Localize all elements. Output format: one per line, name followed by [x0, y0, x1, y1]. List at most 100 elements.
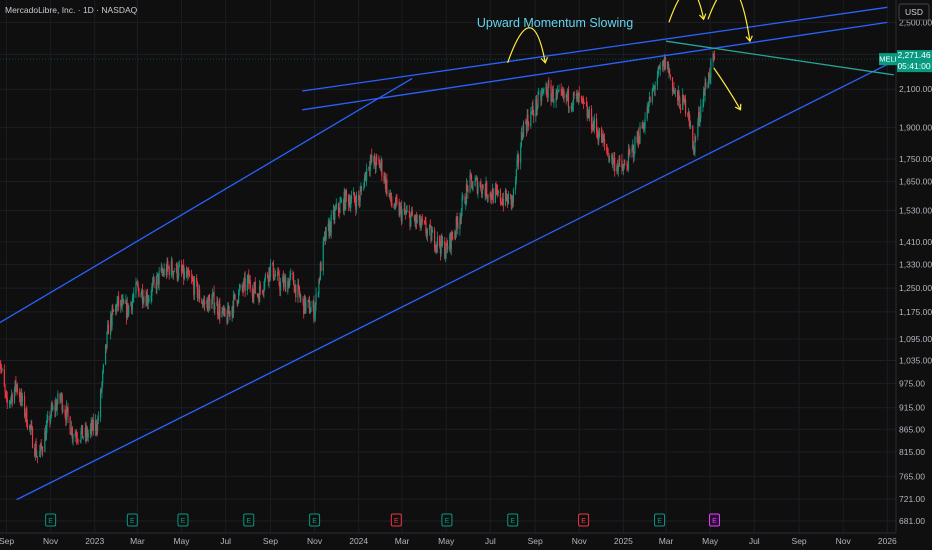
price-tick-label: 2,100.00: [899, 84, 932, 94]
candle-body: [598, 128, 601, 138]
candle-body: [223, 308, 225, 313]
candle-body: [204, 301, 206, 305]
candle-body: [633, 153, 635, 157]
candle-body: [439, 236, 441, 247]
candle-body: [603, 139, 605, 141]
candle-body: [423, 221, 426, 222]
time-axis[interactable]: [0, 533, 932, 550]
candle-body: [41, 447, 43, 452]
candle-body: [687, 113, 689, 115]
candle-body: [494, 188, 496, 203]
candle-body: [234, 294, 236, 300]
time-tick-label: Nov: [43, 536, 59, 546]
candle-body: [577, 93, 579, 102]
annotation-text: Upward Momentum Slowing: [477, 16, 633, 30]
candle-body: [343, 191, 345, 212]
candle-body: [470, 175, 473, 182]
candle-body: [506, 196, 508, 200]
candle-body: [293, 274, 295, 285]
candle-body: [607, 153, 609, 154]
candle-body: [91, 422, 93, 431]
candle-body: [421, 218, 423, 225]
candle-body: [527, 114, 529, 123]
earnings-marker: [507, 513, 519, 527]
earnings-marker: [390, 513, 402, 527]
candle-body: [622, 168, 624, 171]
candle-body: [393, 204, 395, 209]
candle-body: [25, 408, 27, 417]
candle-body: [568, 106, 570, 108]
candle-body: [474, 180, 476, 187]
candle-body: [146, 294, 149, 304]
price-tick-label: 1,035.00: [899, 355, 932, 365]
earnings-marker-label: E: [312, 518, 317, 525]
candle-body: [186, 272, 188, 277]
candle-body: [597, 133, 599, 141]
candle-body: [56, 403, 58, 411]
candle-body: [638, 142, 640, 144]
candle-body: [659, 66, 661, 70]
candle-body: [517, 155, 519, 161]
candle-body: [135, 282, 137, 294]
candle-body: [60, 394, 63, 397]
candle-body: [193, 282, 195, 296]
candle-body: [168, 267, 170, 276]
arrow-curve-2024-head: [540, 56, 549, 64]
candle-body: [535, 99, 537, 117]
candle-body: [75, 433, 77, 435]
time-tick-label: 2024: [349, 536, 368, 546]
currency-label: USD: [905, 7, 923, 17]
candle-body: [44, 431, 47, 441]
price-axis[interactable]: [896, 0, 932, 550]
candle-body: [309, 311, 311, 314]
candle-body: [256, 293, 259, 296]
candle-body: [520, 131, 523, 147]
candle-body: [339, 202, 341, 213]
candle-body: [163, 268, 165, 276]
candle-body: [551, 88, 554, 96]
candle-body: [697, 112, 700, 122]
candle-body: [476, 177, 478, 194]
candle-body: [405, 212, 407, 214]
currency-button[interactable]: [898, 3, 930, 21]
candle-body: [536, 106, 538, 111]
candle-body: [516, 160, 518, 170]
candle-body: [585, 102, 588, 107]
candle-body: [162, 272, 164, 274]
candle-body: [269, 267, 271, 277]
candle-body: [573, 92, 575, 96]
candle-body: [664, 57, 666, 70]
time-tick-label: Nov: [307, 536, 323, 546]
candle-body: [572, 92, 575, 105]
candle-body: [183, 271, 186, 279]
candle-body: [214, 306, 216, 310]
candle-body: [641, 125, 643, 129]
candle-body: [152, 278, 154, 283]
candle-body: [588, 112, 590, 118]
candle-body: [217, 301, 219, 315]
candle-body: [504, 190, 507, 206]
candle-body: [486, 181, 488, 197]
candle-body: [385, 179, 387, 190]
candle-body: [530, 112, 532, 127]
candle-body: [165, 268, 167, 276]
candle-body: [226, 315, 228, 323]
candle-body: [44, 431, 46, 452]
candle-body: [619, 158, 621, 161]
candle-body: [632, 145, 635, 157]
candle-body: [360, 188, 362, 192]
candle-body: [125, 300, 127, 304]
earnings-marker-label: E: [246, 518, 251, 525]
candle-body: [157, 273, 159, 285]
candle-body: [61, 394, 63, 411]
candle-body: [313, 314, 316, 319]
candle-body: [444, 241, 446, 258]
candle-body: [613, 157, 615, 161]
candle-body: [86, 429, 88, 438]
candle-body: [658, 67, 661, 70]
candle-body: [566, 94, 568, 99]
candle-body: [146, 294, 148, 306]
candle-body: [447, 245, 449, 250]
candle-body: [556, 91, 558, 95]
